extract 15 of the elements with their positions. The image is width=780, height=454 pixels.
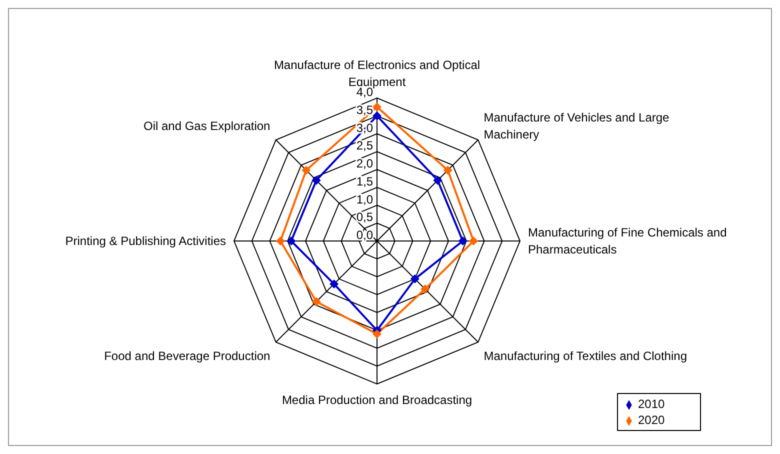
y-tick-label: 3,5 — [356, 102, 374, 117]
spoke-label: Media Production and Broadcasting — [282, 393, 472, 407]
spoke-label: Manufacture of Vehicles and Large Machinery — [484, 110, 670, 142]
legend-label: 2020 — [638, 413, 665, 427]
y-tick-label: 2,5 — [356, 138, 374, 153]
spoke-label: Manufacturing of Textiles and Clothing — [484, 348, 688, 363]
spoke-label: Manufacturing of Fine Chemicals and Pharmaceuticals — [528, 226, 727, 256]
spoke-label: Oil and Gas Exploration — [143, 119, 270, 134]
y-tick-label: 2,0 — [356, 156, 374, 170]
legend-label: 2010 — [638, 397, 665, 411]
y-tick-label: 1,5 — [356, 174, 374, 188]
y-tick-label: 0,5 — [356, 210, 374, 224]
y-tick-label: 1,0 — [356, 192, 374, 206]
spoke-label: Printing & Publishing Activities — [65, 234, 226, 248]
spoke-label: Food and Beverage Production — [104, 348, 270, 363]
